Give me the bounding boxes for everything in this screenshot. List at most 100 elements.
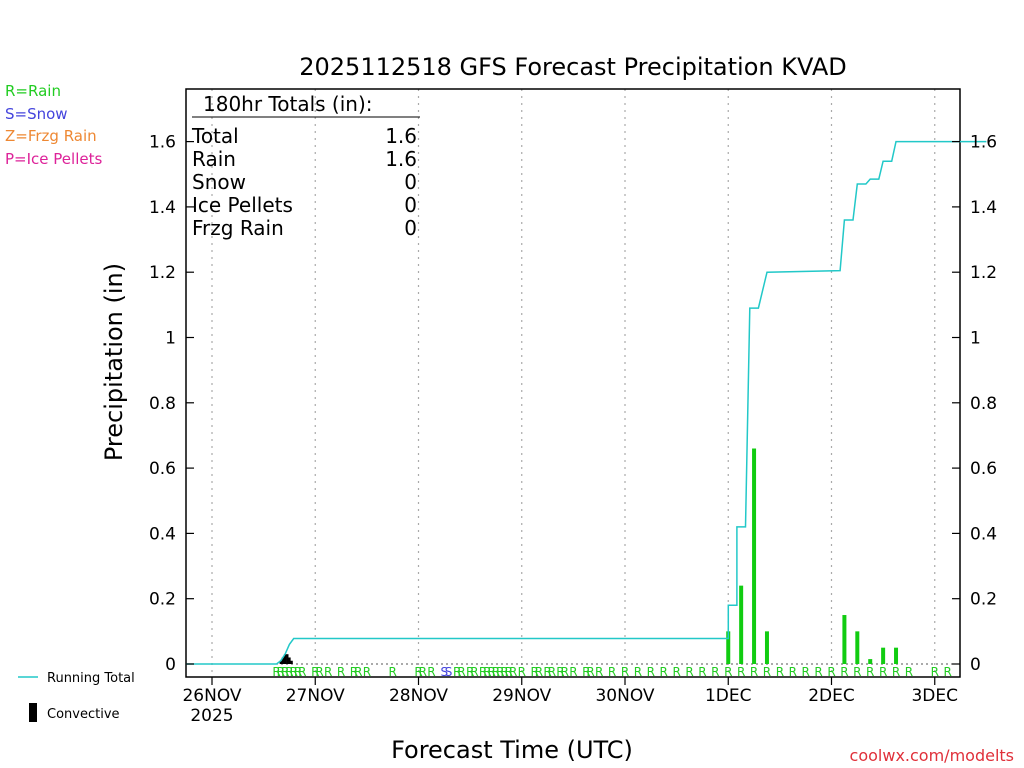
rain-bar (894, 647, 899, 664)
ptype-marker: R (470, 665, 478, 679)
ptype-marker: R (776, 665, 784, 679)
ptype-marker: R (285, 665, 293, 679)
convective-legend-label: Convective (47, 707, 120, 722)
vertical-gridlines (186, 89, 960, 677)
ptype-marker: R (487, 665, 495, 679)
convective-bar (279, 660, 283, 664)
rain-bar (855, 631, 860, 664)
ptype-marker: R (556, 665, 564, 679)
ptype-marker: R (905, 665, 913, 679)
ptype-marker: R (698, 665, 706, 679)
ptype-marker: R (505, 665, 513, 679)
y-tick-label-right: 1.4 (970, 198, 997, 218)
y-tick-label-left: 0.8 (149, 394, 176, 414)
ptype-marker: R (453, 665, 461, 679)
ptype-marker: R (457, 665, 465, 679)
ptype-marker: R (750, 665, 758, 679)
ptype-marker: R (543, 665, 551, 679)
ptype-marker: R (943, 665, 951, 679)
ptype-marker: R (814, 665, 822, 679)
ptype-marker: R (277, 665, 285, 679)
y-tick-label-right: 0.2 (970, 590, 997, 610)
ptype-marker: R (879, 665, 887, 679)
y-tick-label-left: 0.6 (149, 459, 176, 479)
ptype-marker: R (419, 665, 427, 679)
ptype-marker: R (582, 665, 590, 679)
ptype-marker: R (350, 665, 358, 679)
ptype-marker: R (530, 665, 538, 679)
running-total-polyline (186, 140, 987, 665)
ptype-marker: R (634, 665, 642, 679)
y-tick-label-right: 1 (970, 329, 981, 349)
ptype-marker: R (298, 665, 306, 679)
x-tick-label: 26NOV (182, 686, 241, 706)
totals-box: 180hr Totals (in): Total 1.6 Rain 1.6 Sn… (191, 92, 420, 240)
totals-label-freezing-rain: Frzg Rain (192, 216, 284, 240)
x-tick-label: 29NOV (492, 686, 551, 706)
rain-bar (764, 631, 769, 664)
x-tick-label: 28NOV (389, 686, 448, 706)
ptype-marker: R (647, 665, 655, 679)
totals-value-snow: 0 (404, 170, 417, 194)
ptype-marker: R (324, 665, 332, 679)
ptype-marker: R (789, 665, 797, 679)
ptype-marker: R (737, 665, 745, 679)
ptype-marker: R (500, 665, 508, 679)
y-tick-label-right: 0.4 (970, 524, 997, 544)
y-tick-label-left: 0.2 (149, 590, 176, 610)
totals-label-snow: Snow (192, 170, 246, 194)
y-tick-label-right: 1.6 (970, 133, 997, 153)
ptype-marker: R (711, 665, 719, 679)
chart-title: 2025112518 GFS Forecast Precipitation KV… (299, 53, 847, 81)
y-tick-label-right: 1.2 (970, 263, 997, 283)
totals-label-rain: Rain (192, 147, 236, 171)
x-axis-label: Forecast Time (UTC) (391, 736, 633, 764)
ptype-marker: R (466, 665, 474, 679)
ptype-marker: S (445, 665, 453, 679)
ptype-marker: R (763, 665, 771, 679)
ptype-marker: R (281, 665, 289, 679)
totals-value-freezing-rain: 0 (404, 216, 417, 240)
ptype-marker: R (509, 665, 517, 679)
y-tick-label-left: 0.4 (149, 524, 176, 544)
rain-bar (752, 448, 757, 664)
ptype-marker: R (892, 665, 900, 679)
ptype-marker: R (802, 665, 810, 679)
y-tick-label-left: 1.2 (149, 263, 176, 283)
watermark: coolwx.com/modelts (850, 746, 1014, 765)
y-tick-label-right: 0 (970, 655, 981, 675)
ptype-marker: R (363, 665, 371, 679)
running-total-line (186, 140, 987, 665)
ptype-marker: R (569, 665, 577, 679)
ptype-marker: R (427, 665, 435, 679)
ptype-legend: R=Rain S=Snow Z=Frzg Rain P=Ice Pellets (5, 82, 102, 168)
ptype-marker: R (685, 665, 693, 679)
ptype-marker: R (621, 665, 629, 679)
ptype-marker: R (724, 665, 732, 679)
ptype-marker: R (290, 665, 298, 679)
ptype-marker: R (479, 665, 487, 679)
legend-rain: R=Rain (5, 82, 61, 100)
ptype-marker: R (315, 665, 323, 679)
ptype-marker: R (586, 665, 594, 679)
x-tick-label: 1DEC (705, 686, 752, 706)
ptype-marker: R (414, 665, 422, 679)
totals-value-rain: 1.6 (385, 147, 417, 171)
bottom-legend: Running Total Convective (18, 671, 135, 722)
y-tick-label-left: 1.4 (149, 198, 176, 218)
axes: 0 00.2 0.20.4 0.40.6 0.60.8 0.81 11.2 1.21.4 1.4… (149, 133, 997, 726)
ptype-marker: R (608, 665, 616, 679)
legend-ice-pellets: P=Ice Pellets (5, 150, 102, 168)
ptype-marker: R (548, 665, 556, 679)
convective-bar (281, 657, 285, 664)
y-tick-label-left: 1.6 (149, 133, 176, 153)
running-total-legend-label: Running Total (47, 671, 135, 686)
totals-label-ice-pellets: Ice Pellets (192, 193, 293, 217)
totals-heading: 180hr Totals (in): (203, 92, 373, 116)
rain-bar (726, 631, 731, 664)
ptype-marker: R (595, 665, 603, 679)
x-tick-label: 2DEC (808, 686, 855, 706)
ptype-marker: R (337, 665, 345, 679)
ptype-marker: R (496, 665, 504, 679)
